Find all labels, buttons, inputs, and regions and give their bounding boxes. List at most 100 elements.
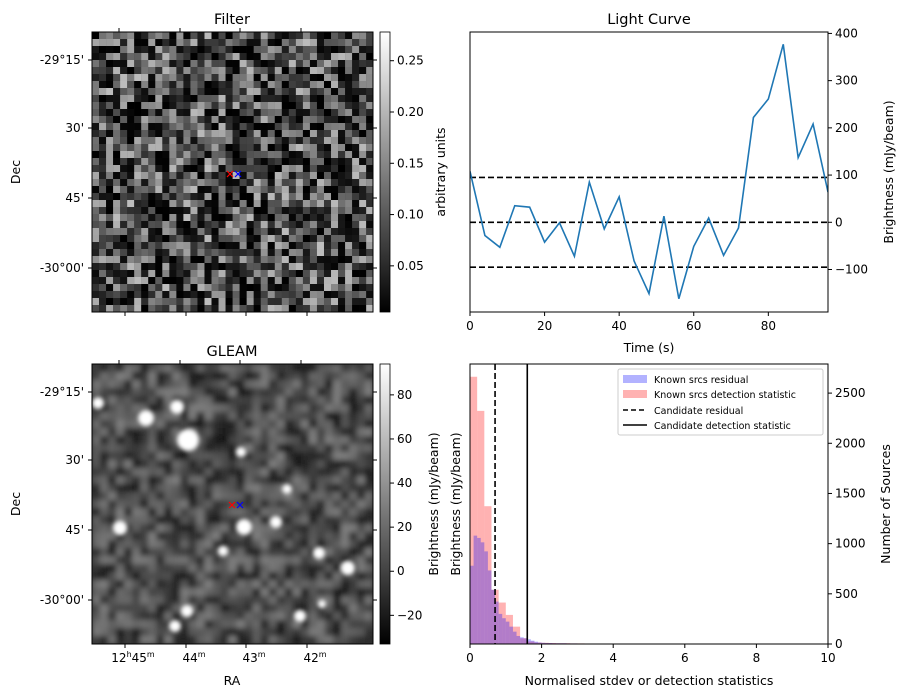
image-pixel — [365, 428, 373, 437]
image-pixel — [316, 109, 325, 117]
image-pixel — [252, 452, 261, 461]
image-pixel — [331, 88, 339, 96]
image-pixel — [309, 263, 318, 271]
image-pixel — [99, 32, 107, 40]
image-pixel — [196, 436, 205, 445]
image-pixel — [316, 524, 326, 533]
image-pixel — [267, 235, 275, 243]
image-pixel — [100, 508, 109, 517]
image-pixel — [292, 388, 301, 397]
image-pixel — [100, 516, 109, 525]
image-pixel — [106, 109, 114, 117]
x-stroke — [226, 170, 234, 178]
image-pixel — [204, 151, 212, 159]
image-pixel — [284, 364, 293, 373]
image-pixel — [274, 74, 282, 82]
image-pixel — [127, 53, 135, 61]
image-pixel — [338, 200, 346, 208]
image-pixel — [92, 179, 100, 187]
image-pixel — [232, 305, 240, 312]
image-pixel — [288, 60, 297, 68]
image-pixel — [211, 53, 219, 61]
image-pixel — [169, 200, 177, 208]
image-pixel — [228, 516, 237, 525]
image-pixel — [113, 263, 121, 271]
image-pixel — [308, 436, 318, 445]
image-pixel — [188, 580, 197, 589]
image-pixel — [267, 214, 275, 222]
image-pixel — [124, 396, 133, 405]
image-pixel — [204, 364, 213, 373]
image-pixel — [169, 123, 177, 131]
image-pixel — [204, 508, 213, 517]
bar-residual — [530, 640, 535, 644]
image-pixel — [246, 291, 254, 299]
image-pixel — [359, 67, 367, 75]
image-pixel — [162, 193, 170, 201]
image-pixel — [340, 524, 350, 533]
image-pixel — [239, 186, 247, 194]
image-pixel — [169, 235, 177, 243]
image-pixel — [252, 604, 261, 613]
image-pixel — [180, 452, 189, 461]
y-tick-label: 0 — [835, 637, 843, 651]
image-pixel — [309, 53, 318, 61]
image-pixel — [352, 186, 360, 194]
image-pixel — [340, 580, 350, 589]
image-pixel — [232, 249, 240, 257]
image-pixel — [108, 564, 117, 573]
image-pixel — [108, 428, 117, 437]
image-pixel — [99, 235, 107, 243]
image-pixel — [268, 580, 277, 589]
image-pixel — [113, 67, 121, 75]
image-pixel — [260, 404, 269, 413]
image-pixel — [236, 556, 245, 565]
image-pixel — [140, 604, 149, 613]
image-pixel — [331, 305, 339, 312]
image-pixel — [225, 39, 233, 47]
bar-residual — [527, 639, 531, 644]
image-pixel — [108, 396, 117, 405]
image-pixel — [162, 298, 170, 306]
image-pixel — [106, 298, 114, 306]
image-pixel — [252, 572, 261, 581]
image-pixel — [204, 228, 212, 236]
image-pixel — [338, 74, 346, 82]
image-pixel — [92, 158, 100, 166]
image-pixel — [284, 372, 293, 381]
image-pixel — [323, 67, 332, 75]
image-pixel — [244, 396, 253, 405]
image-pixel — [281, 305, 290, 312]
image-pixel — [204, 540, 213, 549]
image-pixel — [211, 109, 219, 117]
image-pixel — [288, 109, 297, 117]
image-pixel — [190, 95, 198, 103]
image-pixel — [141, 172, 149, 180]
image-pixel — [183, 263, 191, 271]
image-pixel — [244, 540, 253, 549]
image-pixel — [127, 102, 135, 110]
image-pixel — [359, 130, 367, 138]
image-pixel — [352, 102, 360, 110]
image-pixel — [281, 95, 290, 103]
image-pixel — [281, 242, 290, 250]
image-pixel — [134, 256, 142, 264]
image-pixel — [340, 500, 350, 509]
image-pixel — [232, 214, 240, 222]
gleam-xlabel: RA — [224, 673, 241, 688]
image-pixel — [183, 249, 191, 257]
image-pixel — [190, 116, 198, 124]
image-pixel — [365, 636, 373, 644]
image-pixel — [140, 540, 149, 549]
image-pixel — [366, 193, 373, 201]
image-pixel — [267, 81, 275, 89]
image-pixel — [345, 144, 353, 152]
image-pixel — [295, 221, 304, 229]
radio-source — [341, 561, 355, 575]
image-pixel — [127, 158, 135, 166]
image-pixel — [169, 165, 177, 173]
image-pixel — [220, 540, 229, 549]
image-pixel — [218, 298, 226, 306]
image-pixel — [260, 396, 269, 405]
image-pixel — [253, 214, 261, 222]
